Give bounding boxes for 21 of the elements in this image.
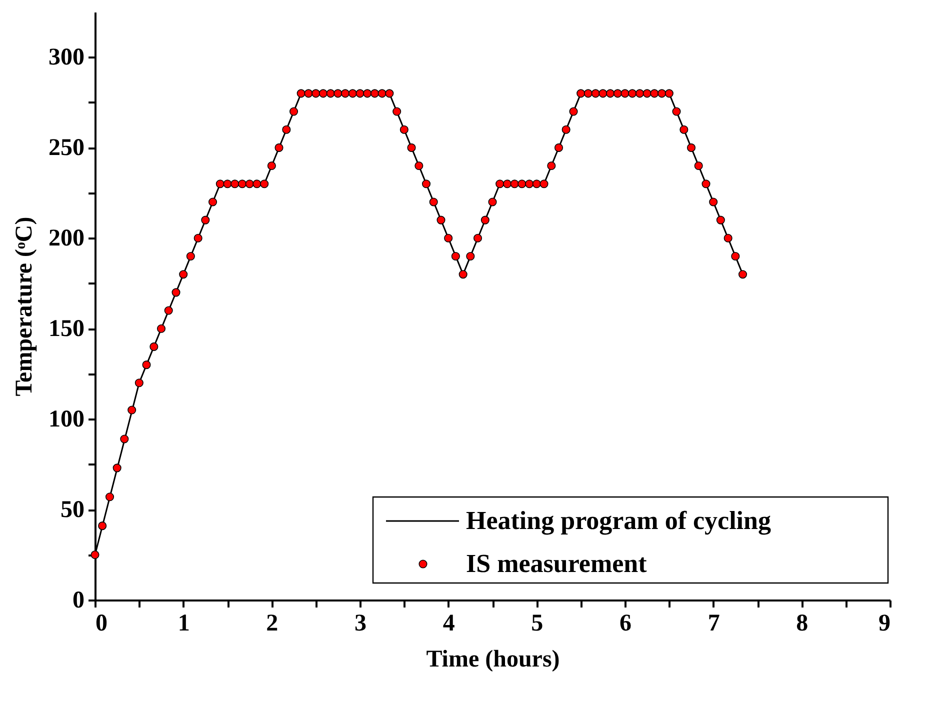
x-tick-label: 7 [708,610,720,636]
x-tick-label: 4 [442,610,455,636]
y-tick-label: 150 [48,316,84,342]
y-tick-label: 50 [60,497,84,524]
y-tick-label: 300 [48,44,84,71]
y-tick-label: 0 [72,588,84,614]
y-axis-title: Temperature (ᵒC) [12,216,38,396]
x-tick-label: 2 [266,610,278,636]
legend-label: IS measurement [466,549,648,578]
x-tick-label: 8 [796,610,808,636]
y-tick-label: 100 [48,406,84,433]
x-tick-label: 9 [878,610,890,636]
x-tick-label: 6 [620,610,632,636]
x-tick-label: 5 [531,610,544,636]
y-tick-label: 200 [48,226,84,252]
y-tick-label: 250 [48,135,84,162]
x-tick-label: 3 [354,610,366,636]
x-axis-title: Time (hours) [426,646,560,672]
x-tick-label: 1 [178,610,190,636]
legend-label: Heating program of cycling [466,506,771,535]
x-tick-label: 0 [96,610,108,636]
